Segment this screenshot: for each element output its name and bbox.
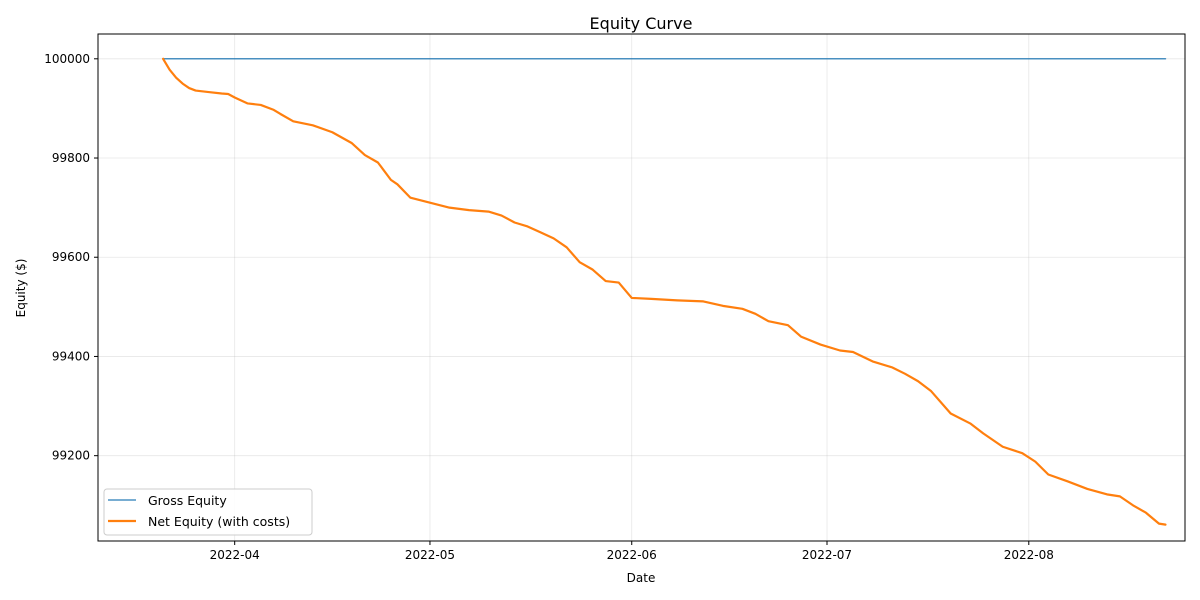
- x-tick-label: 2022-04: [210, 548, 260, 562]
- x-axis-label: Date: [627, 571, 656, 585]
- y-tick-label: 100000: [44, 52, 90, 66]
- y-axis-label: Equity ($): [14, 259, 28, 318]
- legend: Gross Equity Net Equity (with costs): [103, 488, 313, 536]
- x-tick-label: 2022-07: [802, 548, 852, 562]
- series-layer: [161, 57, 1167, 526]
- chart-title: Equity Curve: [590, 14, 693, 33]
- y-tick-label: 99600: [52, 250, 90, 264]
- plot-area-frame: [97, 33, 1186, 542]
- x-tick-label: 2022-08: [1004, 548, 1054, 562]
- legend-label-net-equity: Net Equity (with costs): [148, 514, 290, 529]
- y-tick-label: 99200: [52, 449, 90, 463]
- legend-box: [103, 488, 313, 536]
- legend-label-gross-equity: Gross Equity: [148, 493, 227, 508]
- series-line-net-equity: [161, 57, 1167, 526]
- x-tick-label: 2022-06: [607, 548, 657, 562]
- y-tick-label: 99400: [52, 349, 90, 363]
- x-tick-label: 2022-05: [405, 548, 455, 562]
- y-tick-label: 99800: [52, 151, 90, 165]
- tick-layer: 2022-04 2022-05 2022-06 2022-07 2022-08 99200…: [44, 52, 1054, 562]
